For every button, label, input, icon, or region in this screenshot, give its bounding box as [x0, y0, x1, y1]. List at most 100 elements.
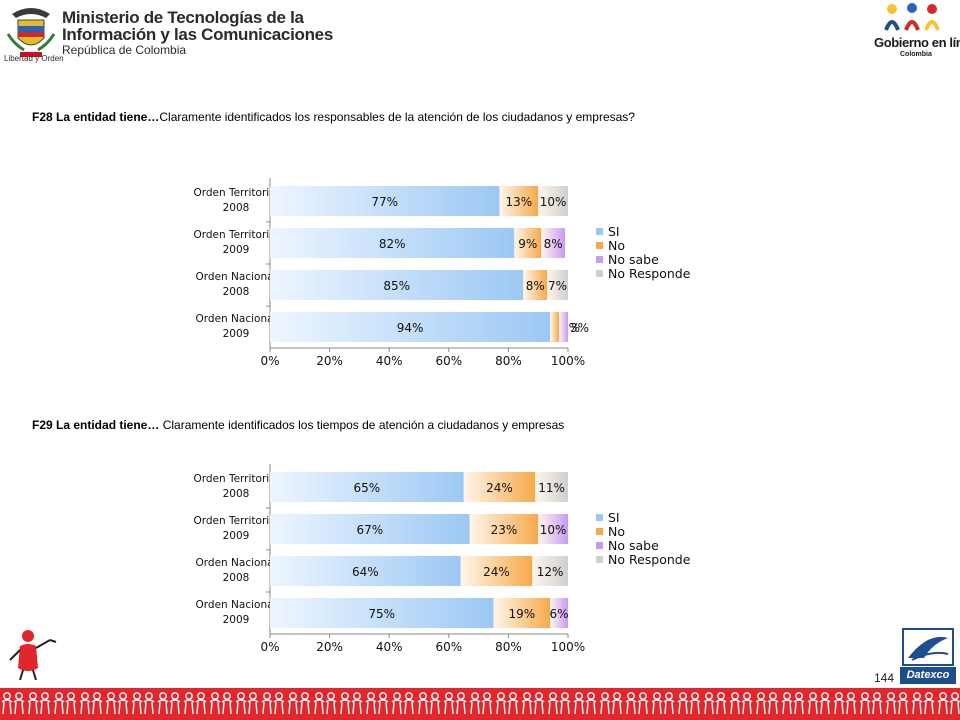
footer-person-pair: [287, 692, 311, 715]
legend-label-no-sabe: No sabe: [608, 538, 659, 553]
data-label: 94%: [397, 321, 424, 335]
bar-segment-si: [270, 186, 500, 216]
datexco-label: Datexco: [900, 667, 956, 684]
footer-person-pair: [625, 692, 649, 715]
bar-segment-si: [270, 472, 464, 502]
bar-segment-no-sabe: [541, 228, 566, 258]
bar-segment-si: [270, 514, 470, 544]
legend-label-no-responde: No Responde: [608, 552, 691, 567]
legend-swatch-no-sabe: [596, 542, 603, 549]
category-label: Orden Territorial: [193, 187, 278, 199]
bar-segment-si: [270, 312, 551, 342]
legend-swatch-no: [596, 528, 603, 535]
bar-segment-no-responde: [535, 472, 568, 502]
footer-person-pair: [885, 692, 909, 715]
x-tick-label: 0%: [260, 354, 279, 368]
footer-person-pair: [937, 692, 960, 715]
footer-person-pair: [469, 692, 493, 715]
footer-person-pair: [27, 692, 51, 715]
footer-people-band: [0, 688, 960, 720]
person-figure-icon: [9, 630, 57, 680]
data-label: 85%: [383, 279, 410, 293]
ministry-motto: Libertad y Orden: [4, 54, 64, 63]
bar-segment-no: [523, 270, 548, 300]
legend-swatch-si: [596, 514, 603, 521]
footer-person-pair: [833, 692, 857, 715]
footer-person-pair: [1, 692, 25, 715]
legend-label-no: No: [608, 238, 625, 253]
footer-person-pair: [53, 692, 77, 715]
footer-person-pair: [157, 692, 181, 715]
bar-segment-no: [499, 186, 539, 216]
category-label: 2009: [223, 328, 250, 340]
category-label: 2008: [223, 202, 250, 214]
bar-segment-no: [463, 472, 536, 502]
bar-segment-no-responde: [547, 270, 568, 300]
legend-label-no-responde: No Responde: [608, 266, 691, 281]
category-label: Orden Nacional: [196, 313, 277, 325]
x-tick-label: 80%: [495, 354, 522, 368]
footer-person-pair: [391, 692, 415, 715]
data-label: 64%: [352, 565, 379, 579]
gel-country: Colombia: [900, 51, 932, 58]
gobierno-en-linea-logo: Gobierno en línea Colombia: [872, 2, 960, 66]
data-label: 24%: [483, 565, 510, 579]
footer-person-pair: [521, 692, 545, 715]
bar-segment-si: [270, 270, 524, 300]
category-label: Orden Territorial: [193, 229, 278, 241]
data-label: 12%: [537, 565, 564, 579]
datexco-logo: Datexco: [898, 628, 958, 686]
ministry-logo: Ministerio de Tecnologías de la Informac…: [4, 2, 333, 64]
data-label: 7%: [548, 279, 567, 293]
legend-swatch-no: [596, 242, 603, 249]
stacked-bar-chart: 0% 20% 40% 60% 80% 100% Orden Territorial 2008 6…: [193, 464, 691, 654]
footer-person-pair: [781, 692, 805, 715]
category-label: Orden Nacional: [196, 271, 277, 283]
footer-person-pair: [235, 692, 259, 715]
x-tick-label: 60%: [435, 354, 462, 368]
legend-label-no: No: [608, 524, 625, 539]
data-label: 67%: [356, 523, 383, 537]
ministry-name-line1: Ministerio de Tecnologías de la: [62, 8, 304, 27]
bar-segment-no: [550, 312, 560, 342]
legend-swatch-no-sabe: [596, 256, 603, 263]
data-label: 8%: [526, 279, 545, 293]
data-label: 82%: [379, 237, 406, 251]
ministry-country: República de Colombia: [62, 43, 187, 57]
bar-segment-si: [270, 598, 494, 628]
footer-person-pair: [365, 692, 389, 715]
data-label: 3%: [570, 321, 589, 335]
question-f28-title: F28 La entidad tiene…Claramente identifi…: [32, 110, 635, 124]
bar-segment-no: [514, 228, 542, 258]
data-label: 24%: [486, 481, 513, 495]
coat-of-arms-icon: [6, 8, 56, 57]
bar-segment-no-responde: [532, 556, 568, 586]
x-tick-label: 60%: [435, 640, 462, 654]
data-label: 10%: [540, 195, 567, 209]
x-tick-label: 0%: [260, 640, 279, 654]
x-tick-label: 40%: [376, 354, 403, 368]
footer-person-pair: [703, 692, 727, 715]
legend-swatch-no-responde: [596, 270, 603, 277]
legend-swatch-no-responde: [596, 556, 603, 563]
gel-name: Gobierno en línea: [874, 35, 960, 50]
data-label: 9%: [518, 237, 537, 251]
chart-f28: 0% 20% 40% 60% 80% 100% Orden Territorial 2008 7…: [160, 172, 700, 388]
footer-person-pair: [79, 692, 103, 715]
chart-f29: 0% 20% 40% 60% 80% 100% Orden Territorial 2008 6…: [160, 458, 700, 674]
data-label: 10%: [540, 523, 567, 537]
footer-person-pair: [547, 692, 571, 715]
data-label: 23%: [491, 523, 518, 537]
data-label: 77%: [371, 195, 398, 209]
stacked-bar-chart: 0% 20% 40% 60% 80% 100% Orden Territorial 2008 7…: [193, 178, 691, 368]
data-label: 75%: [368, 607, 395, 621]
footer-person-pair: [677, 692, 701, 715]
category-label: 2009: [223, 244, 250, 256]
data-label: 13%: [505, 195, 532, 209]
footer-person-pair: [911, 692, 935, 715]
footer-person-pair: [755, 692, 779, 715]
legend-swatch-si: [596, 228, 603, 235]
footer-person-pair: [183, 692, 207, 715]
footer-person-pair: [495, 692, 519, 715]
question-f29-title: F29 La entidad tiene… Claramente identif…: [32, 418, 564, 432]
